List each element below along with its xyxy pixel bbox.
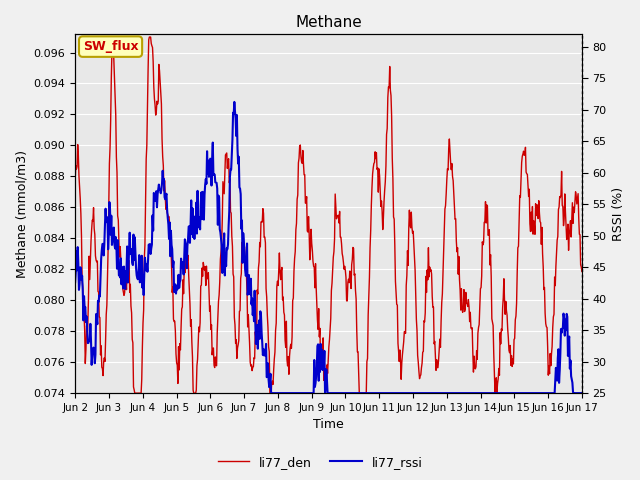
li77_den bbox=[396, 359, 403, 364]
li77_rssi bbox=[396, 390, 403, 396]
li77_rssi bbox=[230, 99, 238, 105]
li77_rssi bbox=[380, 390, 388, 396]
li77_rssi bbox=[71, 279, 79, 285]
li77_rssi bbox=[578, 390, 586, 396]
li77_den bbox=[71, 178, 79, 184]
li77_den bbox=[131, 390, 139, 396]
li77_rssi bbox=[102, 219, 110, 225]
li77_den bbox=[102, 312, 110, 317]
li77_den bbox=[457, 307, 465, 313]
Title: Methane: Methane bbox=[295, 15, 362, 30]
li77_den bbox=[509, 356, 516, 362]
Line: li77_rssi: li77_rssi bbox=[75, 102, 582, 393]
li77_rssi bbox=[509, 390, 516, 396]
li77_rssi bbox=[367, 390, 374, 396]
li77_den bbox=[380, 199, 388, 204]
Line: li77_den: li77_den bbox=[75, 37, 582, 393]
li77_den bbox=[578, 269, 586, 275]
Y-axis label: Methane (mmol/m3): Methane (mmol/m3) bbox=[15, 150, 28, 277]
Text: SW_flux: SW_flux bbox=[83, 40, 138, 53]
Legend: li77_den, li77_rssi: li77_den, li77_rssi bbox=[212, 451, 428, 474]
li77_rssi bbox=[457, 390, 465, 396]
Y-axis label: RSSI (%): RSSI (%) bbox=[612, 186, 625, 240]
li77_den bbox=[367, 228, 374, 233]
X-axis label: Time: Time bbox=[313, 419, 344, 432]
li77_rssi bbox=[268, 390, 275, 396]
li77_den bbox=[145, 34, 153, 40]
